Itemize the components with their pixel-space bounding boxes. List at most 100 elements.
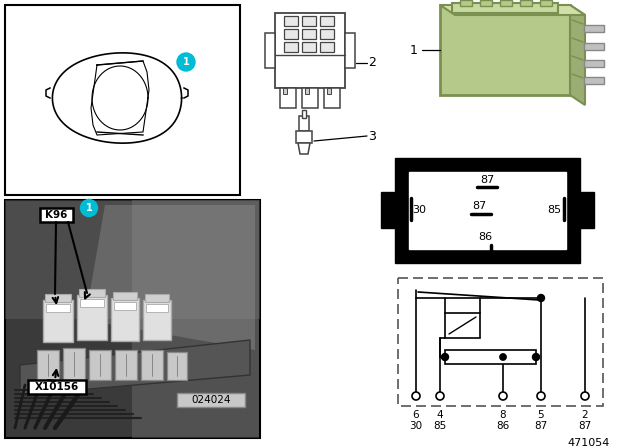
Bar — [115, 350, 137, 380]
Bar — [320, 42, 334, 52]
Circle shape — [436, 392, 444, 400]
Bar — [520, 0, 532, 6]
Text: 30: 30 — [410, 421, 422, 431]
Polygon shape — [440, 5, 585, 15]
Text: 86: 86 — [497, 421, 509, 431]
Bar — [132, 200, 259, 438]
Text: 1: 1 — [86, 203, 92, 213]
Text: 8: 8 — [500, 410, 506, 420]
Text: 6: 6 — [413, 410, 419, 420]
Text: 4: 4 — [436, 410, 444, 420]
Text: 3: 3 — [368, 129, 376, 142]
Bar — [299, 116, 309, 131]
Polygon shape — [20, 340, 250, 395]
Bar — [452, 3, 558, 13]
Bar — [445, 350, 536, 364]
Circle shape — [532, 353, 540, 361]
Bar — [111, 298, 139, 341]
Bar — [296, 131, 312, 143]
Text: 86: 86 — [478, 232, 492, 242]
Text: 2: 2 — [368, 56, 376, 69]
Text: 1: 1 — [182, 57, 189, 67]
Bar — [302, 16, 316, 26]
Bar — [320, 16, 334, 26]
Bar — [28, 380, 86, 394]
Bar — [327, 88, 331, 94]
Bar — [145, 294, 169, 302]
Bar — [146, 304, 168, 312]
Bar — [63, 348, 85, 380]
Bar — [320, 29, 334, 39]
Circle shape — [499, 353, 506, 361]
Bar — [284, 29, 298, 39]
Circle shape — [581, 392, 589, 400]
Bar — [540, 0, 552, 6]
Circle shape — [442, 353, 449, 361]
Bar — [584, 43, 604, 50]
Bar — [280, 88, 296, 108]
Text: 85: 85 — [433, 421, 447, 431]
Bar — [89, 350, 111, 380]
Bar — [584, 77, 604, 84]
Bar — [440, 5, 570, 95]
Bar — [43, 300, 73, 342]
Text: 87: 87 — [579, 421, 591, 431]
Bar — [143, 300, 171, 340]
Bar — [445, 313, 480, 338]
Circle shape — [412, 392, 420, 400]
Text: 024024: 024024 — [191, 395, 231, 405]
Bar — [398, 278, 603, 406]
Bar — [500, 0, 512, 6]
Bar — [584, 60, 604, 67]
Bar — [584, 25, 604, 32]
Circle shape — [538, 294, 545, 302]
Circle shape — [499, 392, 507, 400]
Text: 2: 2 — [582, 410, 588, 420]
Text: 30: 30 — [412, 205, 426, 215]
Bar — [578, 192, 594, 228]
Bar — [114, 302, 136, 310]
Bar — [45, 294, 71, 302]
Bar — [177, 393, 245, 407]
Text: 1: 1 — [410, 43, 418, 56]
Bar — [460, 0, 472, 6]
Bar — [5, 5, 240, 195]
Bar — [284, 16, 298, 26]
Bar — [5, 200, 260, 319]
Bar — [409, 172, 566, 249]
Text: 87: 87 — [472, 201, 486, 211]
Polygon shape — [298, 143, 310, 154]
Circle shape — [537, 392, 545, 400]
Polygon shape — [85, 205, 255, 350]
Bar — [302, 110, 306, 118]
Bar — [283, 88, 287, 94]
Bar — [80, 299, 104, 307]
Bar — [302, 88, 318, 108]
Text: 5: 5 — [538, 410, 544, 420]
Text: 87: 87 — [480, 175, 494, 185]
Bar — [345, 33, 355, 68]
Bar — [302, 29, 316, 39]
Polygon shape — [570, 5, 585, 105]
Bar — [167, 352, 187, 380]
Bar — [395, 158, 580, 263]
Bar — [40, 208, 73, 222]
Bar — [5, 200, 260, 438]
Bar — [381, 192, 397, 228]
Text: X10156: X10156 — [35, 382, 79, 392]
Bar — [265, 33, 275, 68]
Bar — [480, 0, 492, 6]
Bar — [46, 304, 70, 312]
Text: 87: 87 — [534, 421, 548, 431]
Bar — [305, 88, 309, 94]
Circle shape — [81, 199, 97, 216]
Bar — [37, 350, 59, 380]
Bar — [77, 295, 107, 340]
Bar — [113, 292, 137, 300]
Bar — [302, 42, 316, 52]
Text: 471054: 471054 — [568, 438, 610, 448]
Text: 85: 85 — [547, 205, 561, 215]
Circle shape — [177, 53, 195, 71]
Bar — [141, 350, 163, 380]
Text: K96: K96 — [45, 210, 67, 220]
